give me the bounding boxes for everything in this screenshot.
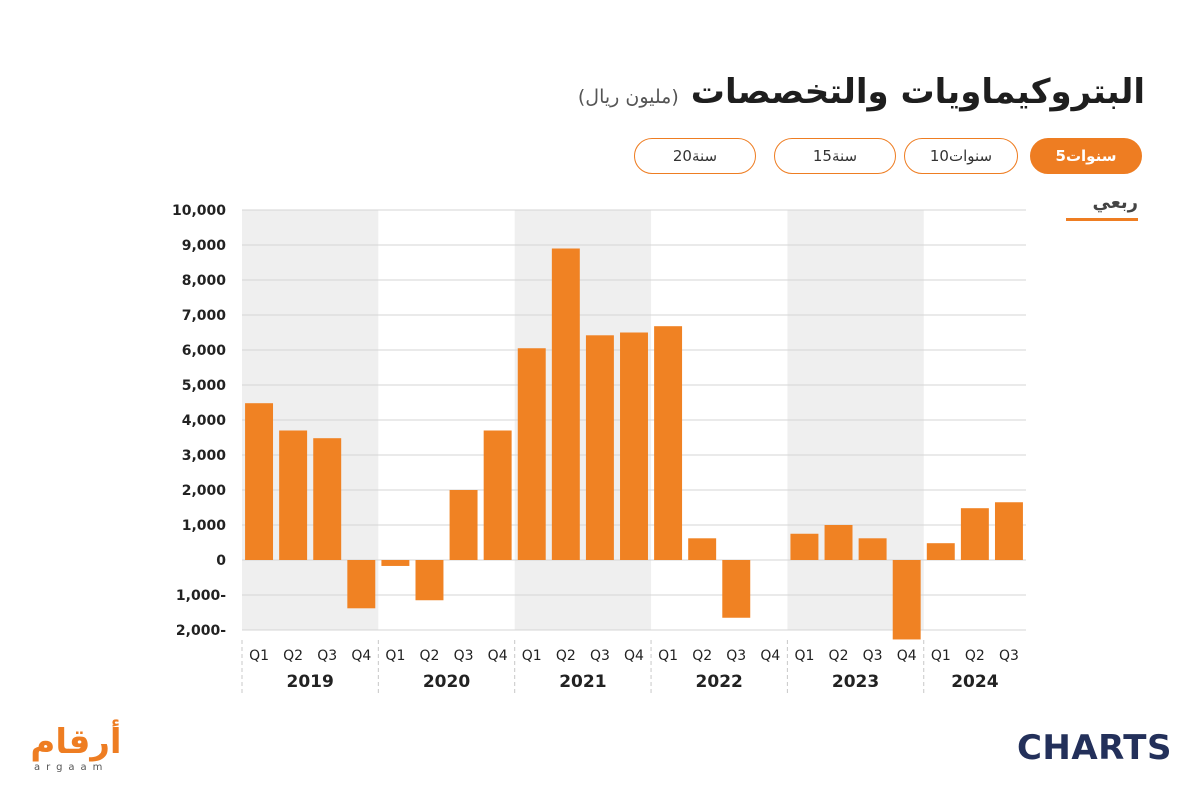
x-tick-label: Q1 — [385, 648, 405, 664]
x-tick-label: Q1 — [522, 648, 542, 664]
bar-2022-Q2 — [688, 538, 717, 560]
bar-2019-Q2 — [279, 430, 308, 560]
year-label-2022: 2022 — [696, 672, 743, 692]
page-title: البتروكيماويات والتخصصات — [690, 72, 1145, 112]
argaam-logo: أرقام argaam — [26, 722, 136, 774]
y-tick-label: 2,000- — [176, 623, 226, 639]
x-tick-label: Q4 — [624, 648, 644, 664]
x-tick-label: Q3 — [726, 648, 746, 664]
y-tick-label: 2,000 — [182, 483, 227, 499]
bar-2023-Q2 — [824, 525, 853, 560]
charts-logo: CHARTS — [1016, 728, 1172, 768]
y-tick-label: 3,000 — [182, 448, 227, 464]
y-tick-label: 9,000 — [182, 238, 227, 254]
bar-2021-Q3 — [585, 335, 614, 560]
bar-2023-Q4 — [892, 560, 921, 640]
x-tick-label: Q2 — [420, 648, 440, 664]
x-tick-label: Q2 — [692, 648, 712, 664]
bar-2019-Q1 — [245, 403, 274, 560]
frequency-underline — [1066, 218, 1138, 221]
x-tick-label: Q2 — [965, 648, 985, 664]
y-tick-label: 6,000 — [182, 343, 227, 359]
bar-2021-Q1 — [517, 348, 546, 560]
bar-2021-Q4 — [620, 332, 648, 560]
year-label-2019: 2019 — [287, 672, 334, 692]
bar-2024-Q3 — [994, 502, 1023, 560]
x-tick-label: Q2 — [283, 648, 303, 664]
y-tick-label: 1,000- — [176, 588, 226, 604]
bar-2021-Q2 — [551, 248, 580, 560]
year-label-2020: 2020 — [423, 672, 470, 692]
bar-2020-Q2 — [415, 560, 444, 601]
bar-2023-Q1 — [790, 533, 819, 560]
unit-label: (مليون ريال) — [577, 86, 679, 108]
x-tick-label: Q3 — [863, 648, 883, 664]
bar-2020-Q4 — [483, 430, 512, 560]
bar-2020-Q1 — [381, 560, 410, 566]
bar-2019-Q3 — [313, 438, 342, 560]
y-tick-label: 8,000 — [182, 273, 227, 289]
year-label-2021: 2021 — [559, 672, 606, 692]
x-tick-label: Q1 — [931, 648, 951, 664]
bar-2020-Q3 — [449, 490, 478, 560]
x-tick-label: Q4 — [488, 648, 508, 664]
bar-2022-Q1 — [654, 326, 683, 560]
x-tick-label: Q1 — [249, 648, 269, 664]
period-tabs: 5سنوات 10سنوات 15سنة 20سنة — [622, 138, 1142, 178]
y-tick-label: 5,000 — [182, 378, 227, 394]
y-tick-label: 10,000 — [172, 203, 226, 219]
tab-5-years[interactable]: 5سنوات — [1030, 138, 1142, 174]
bar-2022-Q3 — [722, 560, 751, 618]
x-tick-label: Q2 — [556, 648, 576, 664]
x-tick-label: Q4 — [897, 648, 917, 664]
year-label-2024: 2024 — [951, 672, 998, 692]
bar-2024-Q1 — [926, 543, 955, 560]
x-tick-label: Q3 — [999, 648, 1019, 664]
x-tick-label: Q1 — [658, 648, 678, 664]
x-tick-label: Q1 — [794, 648, 814, 664]
bar-2023-Q3 — [858, 538, 887, 560]
x-tick-label: Q4 — [760, 648, 780, 664]
x-tick-label: Q4 — [351, 648, 371, 664]
y-tick-label: 7,000 — [182, 308, 227, 324]
y-tick-label: 1,000 — [182, 518, 227, 534]
frequency-quarterly[interactable]: ربعي — [1092, 192, 1139, 213]
argaam-logo-arabic: أرقام — [30, 722, 122, 762]
argaam-logo-latin: argaam — [34, 762, 109, 773]
year-label-2023: 2023 — [832, 672, 879, 692]
x-tick-label: Q3 — [454, 648, 474, 664]
title-row: البتروكيماويات والتخصصات (مليون ريال) — [578, 72, 1145, 112]
y-tick-label: 0 — [216, 553, 226, 569]
bar-2019-Q4 — [347, 560, 376, 609]
y-tick-label: 4,000 — [182, 413, 227, 429]
bar-2024-Q2 — [960, 508, 989, 560]
x-tick-label: Q3 — [317, 648, 337, 664]
tab-10-years[interactable]: 10سنوات — [904, 138, 1018, 174]
x-tick-label: Q2 — [829, 648, 849, 664]
x-tick-label: Q3 — [590, 648, 610, 664]
tab-15-years[interactable]: 15سنة — [774, 138, 896, 174]
tab-20-years[interactable]: 20سنة — [634, 138, 756, 174]
